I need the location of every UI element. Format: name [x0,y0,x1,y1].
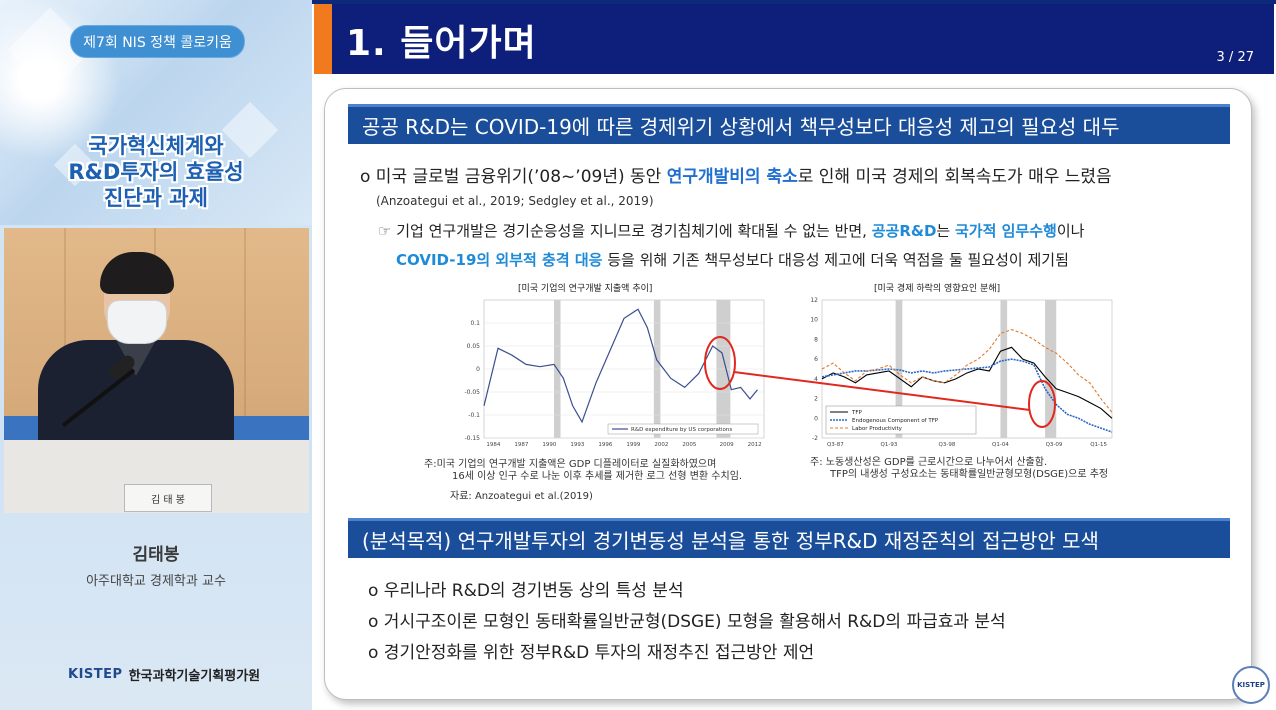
chart-note: TFP의 내생성 구성요소는 동태확률일반균형모형(DSGE)으로 추정 [830,469,1109,480]
legend-label: Labor Productivity [852,426,903,432]
x-tick-label: 2012 [748,442,762,448]
wall-panel [64,228,66,438]
pointing-hand-icon: ☞ [378,222,392,240]
series-line [821,358,1113,433]
x-tick-label: 2005 [682,442,696,448]
x-tick-label: Q3-09 [1046,442,1063,448]
y-tick-label: 12 [810,297,818,304]
slide-top-line [312,0,1276,4]
y-tick-label: -0.1 [468,412,480,419]
point-text: ☞ 기업 연구개발은 경기순응성을 지니므로 경기침체기에 확대될 수 없는 반… [378,220,1084,241]
session-title-line: R&D투자의 효율성 [68,160,244,184]
x-tick-label: 2009 [720,442,734,448]
highlight-text: 공공R&D [871,222,937,240]
recession-band [1000,300,1008,438]
nameplate: 김 태 봉 [124,484,212,512]
chart-source: 자료: Anzoategui et al.(2019) [450,491,593,502]
point-text-part: 이나 [1056,222,1085,240]
y-tick-label: -0.05 [464,389,480,396]
bullet-item: o 미국 글로벌 금융위기(’08~’09년) 동안 연구개발비의 축소로 인해… [360,162,1112,187]
event-label: 제7회 NIS 정책 콜로키움 [70,25,245,58]
legend-box [607,423,759,435]
x-tick-label: 1996 [598,442,612,448]
y-tick-label: 0 [814,415,818,422]
section-header: 공공 R&D는 COVID-19에 따른 경제위기 상황에서 책무성보다 대응성… [348,104,1230,144]
chart-note: 16세 이상 인구 수로 나눈 이후 추세를 제거한 로그 선형 변환 수치임. [452,471,743,482]
y-tick-label: 2 [814,396,818,403]
section-header: (분석목적) 연구개발투자의 경기변동성 분석을 통한 정부R&D 재정준칙의 … [348,518,1230,558]
speaker-video: 김 태 봉 [4,228,309,513]
session-title-line: 국가혁신체계와 [88,134,224,158]
x-tick-label: 1990 [542,442,556,448]
kistep-logo-icon: KISTEP [68,667,123,682]
face-mask [107,300,167,344]
x-tick-label: 2002 [654,442,668,448]
speaker-hair [100,252,174,294]
point-text: COVID-19의 외부적 충격 대응 등을 위해 기존 책무성보다 대응성 제… [396,249,1069,270]
slide-title-bar: 1. 들어가며 3 / 27 [314,4,1274,74]
y-tick-label: 4 [814,376,818,383]
y-tick-label: 10 [810,317,818,324]
highlight-text: 국가적 임무수행 [954,222,1057,240]
bullet-item: o 우리나라 R&D의 경기변동 상의 특성 분석 [368,581,684,601]
x-tick-label: Q3-87 [827,442,844,448]
highlight-text: COVID-19의 외부적 충격 대응 [396,251,603,269]
point-text-part: 기업 연구개발은 경기순응성을 지니므로 경기침체기에 확대될 수 없는 반면, [391,222,872,240]
series-line [821,328,1113,413]
legend-label: TFP [851,410,863,416]
bullet-item: o 거시구조이론 모형인 동태확률일반균형(DSGE) 모형을 활용해서 R&D… [368,612,1006,632]
y-tick-label: -0.15 [464,435,480,442]
point-text-part: 는 [936,222,955,240]
x-tick-label: 1993 [570,442,584,448]
x-tick-label: Q1-15 [1090,442,1107,448]
x-tick-label: 1984 [486,442,500,448]
citation: (Anzoategui et al., 2019; Sedgley et al.… [376,194,654,208]
decomposition-chart: 12 10 8 6 4 2 0 -2 Q3-87 Q1-93 Q3-98 Q1-04 Q3-09 Q1-1… [810,297,1113,448]
y-tick-label: 0 [476,366,480,373]
y-tick-label: 0.05 [467,343,481,350]
speaker-name: 김태봉 [132,545,180,565]
chart-title: [미국 기업의 연구개발 지출액 추이] [518,284,653,294]
bullet-text: o 미국 글로벌 금융위기(’08~’09년) 동안 [360,167,667,187]
org-name: 한국과학기술기획평가원 [128,669,261,684]
chart-note: 주: 노동생산성은 GDP를 근로시간으로 나누어서 산출함. [810,457,1048,468]
x-tick-label: Q1-04 [992,442,1009,448]
y-tick-label: 0.1 [470,320,480,327]
point-text-part: 등을 위해 기존 책무성보다 대응성 제고에 더욱 역점을 둘 필요성이 제기됨 [602,251,1069,269]
highlight-text: 연구개발비의 축소 [666,167,798,187]
legend-label: Endogenous Component of TFP [852,418,939,424]
speaker-affiliation: 아주대학교 경제학과 교수 [86,574,226,589]
bullet-item: o 경기안정화를 위한 정부R&D 투자의 재정추진 접근방안 제언 [368,643,815,663]
bullet-text: 로 인해 미국 경제의 회복속도가 매우 느렸음 [797,167,1112,187]
recession-band [1045,300,1057,438]
rd-expenditure-chart: 0.1 0.05 0 -0.05 -0.1 -0.15 1984 1987 1990 1993 19… [464,299,765,448]
x-tick-label: 1999 [626,442,640,448]
recession-band [895,300,903,438]
presentation-slide: 1. 들어가며 3 / 27 공공 R&D는 COVID-19에 따른 경제위기… [312,0,1276,710]
title-accent [314,4,332,74]
kistep-seal-icon: KISTEP [1232,666,1270,704]
x-tick-label: Q3-98 [939,442,956,448]
legend-label: R&D expenditure by US corporations [631,427,732,433]
org-logo: KISTEP 한국과학기술기획평가원 [68,665,260,684]
page-number: 3 / 27 [1216,50,1254,65]
session-title-line: 진단과 과제 [104,186,208,210]
chart-note: 주:미국 기업의 연구개발 지출액은 GDP 디플레이터로 실질화하였으며 [424,459,717,470]
y-tick-label: 6 [814,356,818,363]
x-tick-label: 1987 [514,442,528,448]
wall-panel [244,228,246,438]
slide-title: 1. 들어가며 [346,23,537,64]
y-tick-label: 8 [814,336,818,343]
y-tick-label: -2 [812,435,818,442]
x-tick-label: Q1-93 [881,442,898,448]
speaker-panel: 제7회 NIS 정책 콜로키움 국가혁신체계와 R&D투자의 효율성 진단과 과… [0,0,312,710]
chart-title: [미국 경제 하락의 영향요인 분해] [874,284,1001,294]
